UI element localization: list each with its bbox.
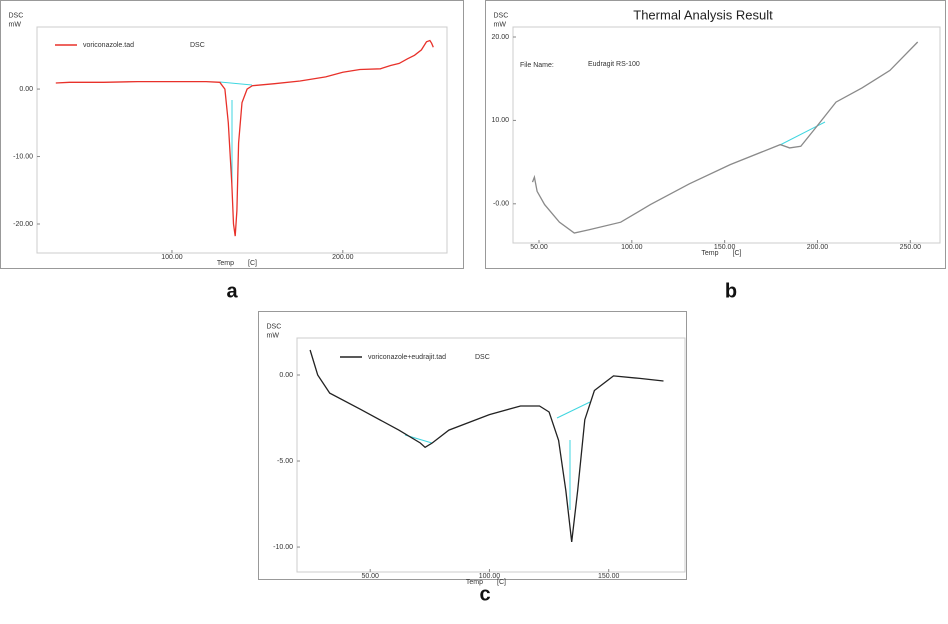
x-unit: [C] <box>248 260 257 267</box>
y-label: DSC <box>267 323 282 330</box>
panel-label: a <box>226 280 238 302</box>
panel-frame <box>0 0 464 269</box>
plot-frame <box>512 26 941 244</box>
annotation: File Name: <box>520 62 554 69</box>
panel-frame <box>485 0 946 269</box>
x-tick-label: 50.00 <box>530 244 548 251</box>
x-tick-label: 100.00 <box>479 573 501 580</box>
y-tick-label: -20.00 <box>13 221 33 228</box>
legend-label: voriconazole+eudrajit.tad <box>368 354 446 361</box>
data-line <box>55 39 434 237</box>
y-unit: mW <box>494 21 507 28</box>
baseline-a <box>219 81 253 86</box>
x-tick-label: 150.00 <box>598 573 620 580</box>
y-tick-label: 0.00 <box>279 372 293 379</box>
plot-frame <box>296 337 686 573</box>
x-label: Temp <box>217 260 234 267</box>
y-unit: mW <box>9 21 22 28</box>
x-tick-label: 100.00 <box>621 244 643 251</box>
y-tick-label: 20.00 <box>491 34 509 41</box>
y-tick-label: -0.00 <box>493 201 509 208</box>
y-tick-label: 10.00 <box>491 117 509 124</box>
y-unit: mW <box>267 332 280 339</box>
y-label: DSC <box>9 12 24 19</box>
x-tick-label: 200.00 <box>332 254 354 261</box>
x-label: Temp <box>701 250 718 257</box>
legend-note: DSC <box>190 42 205 49</box>
y-label: DSC <box>494 12 509 19</box>
x-unit: [C] <box>733 250 742 257</box>
data-line <box>309 349 664 542</box>
legend-label: voriconazole.tad <box>83 42 134 49</box>
x-tick-label: 100.00 <box>161 254 183 261</box>
y-tick-label: -10.00 <box>273 544 293 551</box>
x-tick-label: 200.00 <box>807 244 829 251</box>
baseline-c2 <box>556 401 591 419</box>
x-label: Temp <box>466 579 483 586</box>
data-line <box>531 41 919 234</box>
y-tick-label: -10.00 <box>13 153 33 160</box>
panel-frame <box>258 311 687 580</box>
x-tick-label: 250.00 <box>900 244 922 251</box>
x-tick-label: 150.00 <box>714 244 736 251</box>
chart-title: Thermal Analysis Result <box>633 7 773 22</box>
plot-frame <box>36 26 448 254</box>
y-tick-label: 0.00 <box>19 86 33 93</box>
y-tick-label: -5.00 <box>277 458 293 465</box>
x-unit: [C] <box>497 579 506 586</box>
panel-label: c <box>479 583 490 605</box>
panel-label: b <box>725 280 737 302</box>
legend-note: DSC <box>475 354 490 361</box>
x-tick-label: 50.00 <box>361 573 379 580</box>
annotation: Eudragit RS-100 <box>588 61 640 68</box>
